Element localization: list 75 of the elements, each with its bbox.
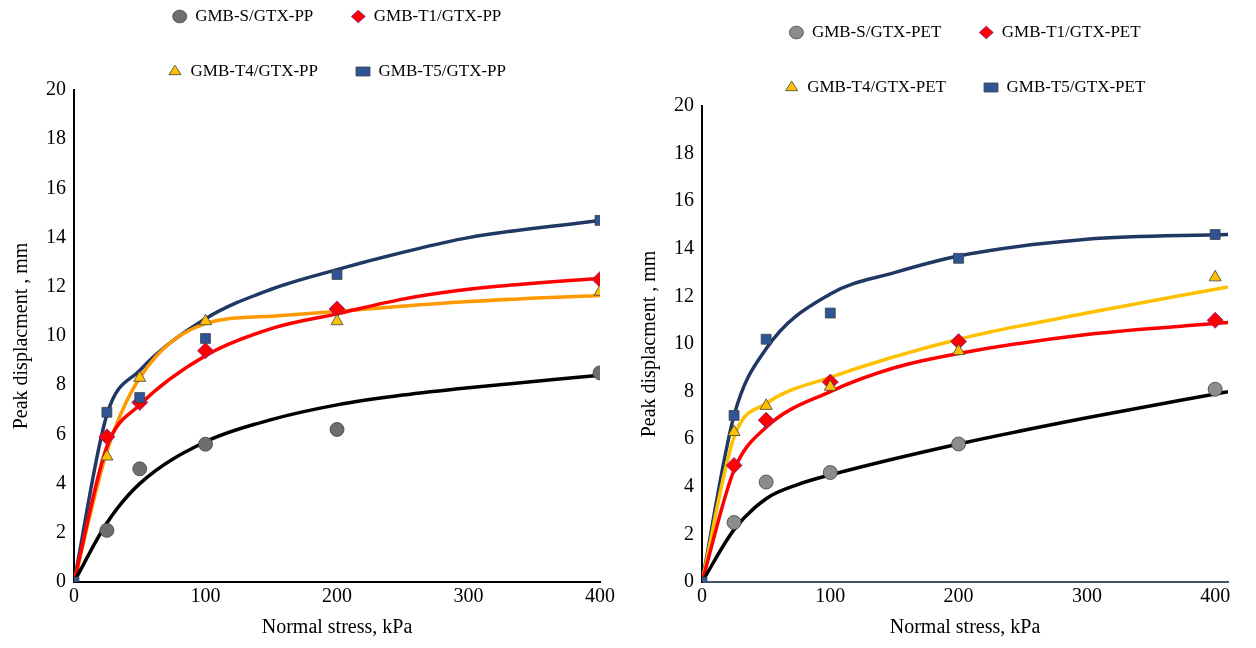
y-tick-label: 8 <box>56 372 66 395</box>
point <box>728 410 740 421</box>
x-axis-title: Normal stress, kPa <box>261 615 413 638</box>
legend-label: GMB-T5/GTX-PP <box>378 60 507 80</box>
point <box>824 307 836 319</box>
y-tick-label: 18 <box>674 140 694 163</box>
x-tick-label: 200 <box>943 584 974 607</box>
legend-label: GMB-T1/GTX-PP <box>373 5 502 25</box>
y-tick-label: 6 <box>56 421 66 444</box>
point <box>331 269 343 280</box>
x-axis-title: Normal stress, kPa <box>889 615 1041 638</box>
y-tick-label: 10 <box>46 323 66 346</box>
point <box>823 379 837 391</box>
point <box>132 461 148 477</box>
point <box>727 424 741 436</box>
y-tick-label: 14 <box>674 236 694 259</box>
x-tick-label: 200 <box>322 584 352 607</box>
y-tick-label: 4 <box>56 470 66 493</box>
y-tick-label: 0 <box>684 569 694 592</box>
point <box>329 422 345 437</box>
legend-label: GMB-S/GTX-PP <box>195 5 314 25</box>
legend-label: GMB-T5/GTX-PET <box>1006 76 1146 96</box>
y-tick-label: 20 <box>46 77 66 100</box>
point <box>99 522 115 538</box>
y-tick-label: 8 <box>684 378 694 401</box>
point <box>200 333 211 344</box>
point <box>759 398 773 410</box>
x-tick-label: 400 <box>585 584 615 607</box>
point <box>951 436 966 452</box>
point <box>100 449 114 461</box>
point <box>198 436 213 452</box>
y-tick-label: 2 <box>684 521 694 544</box>
point <box>758 474 774 490</box>
point <box>134 392 146 403</box>
point <box>330 313 344 326</box>
legend-label: GMB-T4/GTX-PET <box>807 76 947 96</box>
legend-label: GMB-T1/GTX-PET <box>1001 21 1142 41</box>
point <box>953 252 964 264</box>
y-tick-label: 10 <box>674 331 694 354</box>
point <box>726 515 742 530</box>
y-tick-label: 14 <box>46 224 66 247</box>
point <box>1207 381 1223 397</box>
legend-label: GMB-T4/GTX-PP <box>190 60 319 80</box>
y-tick-label: 20 <box>674 93 694 116</box>
x-tick-label: 300 <box>453 584 484 607</box>
y-tick-label: 2 <box>56 520 66 543</box>
y-axis-title: Peak displacment , mm <box>637 250 661 438</box>
point <box>822 465 838 480</box>
point <box>952 343 966 356</box>
point <box>328 300 346 318</box>
y-tick-label: 0 <box>56 569 66 592</box>
y-tick-label: 16 <box>674 188 694 211</box>
point <box>1209 229 1221 240</box>
y-axis-title: Peak displacment , mm <box>9 242 33 430</box>
y-tick-label: 4 <box>684 474 694 497</box>
x-tick-label: 100 <box>190 584 221 607</box>
point <box>98 428 116 446</box>
point <box>197 342 214 360</box>
point <box>725 456 743 474</box>
y-tick-label: 12 <box>674 283 694 306</box>
point <box>133 370 147 382</box>
x-tick-label: 300 <box>1071 584 1102 607</box>
y-tick-label: 18 <box>46 126 66 149</box>
legend-label: GMB-S/GTX-PET <box>811 21 942 41</box>
point <box>757 411 775 429</box>
point <box>101 406 113 418</box>
x-tick-label: 400 <box>1200 584 1231 607</box>
point <box>760 333 772 345</box>
x-tick-label: 100 <box>815 584 846 607</box>
y-tick-label: 12 <box>46 274 66 297</box>
point <box>199 313 212 326</box>
y-tick-label: 6 <box>684 426 694 449</box>
y-tick-label: 16 <box>46 175 66 198</box>
point <box>1208 269 1222 282</box>
point <box>1206 311 1224 329</box>
